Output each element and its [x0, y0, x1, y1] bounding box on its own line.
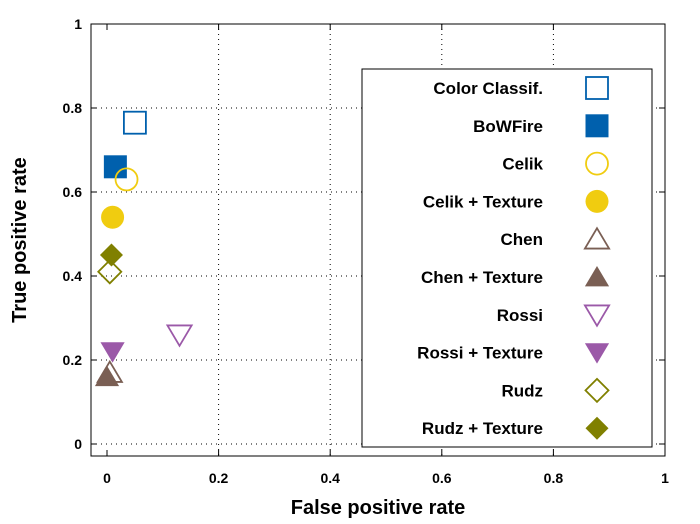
- x-tick-label: 0.8: [544, 470, 564, 486]
- y-tick-label: 0.2: [63, 352, 83, 368]
- legend-label: Celik: [502, 155, 543, 174]
- y-tick-label: 0: [74, 436, 82, 452]
- legend-marker: [583, 304, 611, 328]
- legend-marker: [585, 189, 609, 213]
- x-tick-label: 0.6: [432, 470, 452, 486]
- legend: Color Classif. BoWFire Celik Celik + Textur…: [361, 68, 653, 448]
- legend-marker: [584, 266, 610, 287]
- legend-marker: [583, 226, 611, 250]
- y-tick-label: 0.4: [63, 268, 83, 284]
- data-point: [94, 365, 120, 387]
- legend-marker: [585, 76, 609, 100]
- data-point: [99, 243, 123, 267]
- data-point: [97, 259, 123, 285]
- legend-label: Rudz + Texture: [422, 419, 543, 438]
- legend-marker: [585, 114, 609, 138]
- legend-label: Rossi + Texture: [417, 344, 543, 363]
- axis-ticks: 0 0.2 0.4 0.6 0.8 1 0 0.2 0.4 0.6 0.8 1: [63, 16, 670, 486]
- x-axis-title: False positive rate: [291, 497, 466, 519]
- legend-marker: [585, 151, 609, 176]
- legend-marker: [584, 377, 610, 404]
- legend-label: BoWFire: [473, 117, 543, 136]
- legend-label: Color Classif.: [433, 79, 543, 98]
- x-tick-label: 0.4: [320, 470, 340, 486]
- y-axis-title: True positive rate: [9, 157, 31, 323]
- data-point: [123, 110, 147, 135]
- data-point: [165, 324, 194, 348]
- legend-marker: [585, 416, 609, 440]
- x-tick-label: 0: [103, 470, 111, 486]
- legend-label: Rudz: [501, 381, 543, 400]
- y-tick-label: 0.6: [63, 184, 83, 200]
- x-tick-label: 0.2: [209, 470, 229, 486]
- data-point: [101, 205, 125, 229]
- data-point: [100, 342, 125, 363]
- data-point: [114, 167, 139, 192]
- data-point: [103, 155, 127, 179]
- legend-label: Chen: [501, 230, 544, 249]
- plot-frame: [90, 23, 666, 457]
- legend-label: Celik + Texture: [423, 192, 543, 211]
- legend-marker: [584, 343, 610, 364]
- legend-label: Chen + Texture: [421, 268, 543, 287]
- data-points: [94, 110, 194, 387]
- y-tick-label: 1: [74, 16, 82, 32]
- y-tick-label: 0.8: [63, 100, 83, 116]
- legend-label: Rossi: [497, 306, 543, 325]
- x-tick-label: 1: [661, 470, 669, 486]
